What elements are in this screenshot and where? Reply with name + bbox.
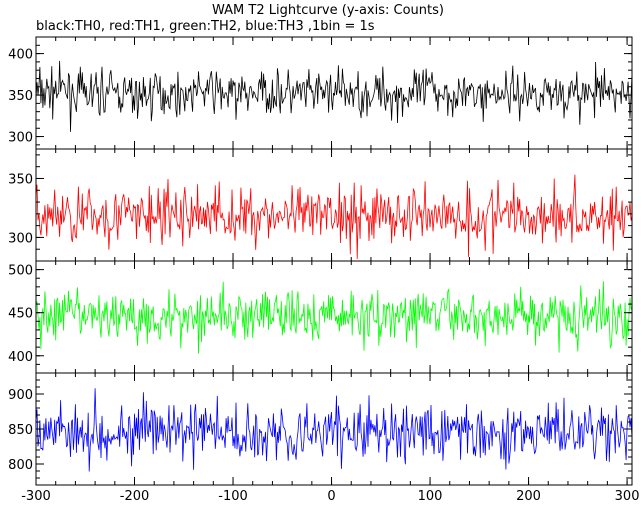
- x-tick-label: -300: [21, 489, 51, 504]
- y-tick-label: 500: [8, 264, 33, 279]
- y-tick-label: 300: [8, 231, 33, 246]
- y-tick-label: 800: [8, 458, 33, 473]
- x-tick-label: 0: [327, 489, 335, 504]
- panel-frame: [35, 36, 633, 150]
- panel-th1: 300 350: [8, 148, 633, 262]
- y-tick-label: 350: [8, 172, 33, 187]
- panels: 300 350 400 300 350 400 450 500 800 850 900: [8, 36, 633, 486]
- x-tick-label: -100: [218, 489, 248, 504]
- y-tick-label: 400: [8, 48, 33, 63]
- x-tick-label: -200: [120, 489, 150, 504]
- panel-th3: 800 850 900: [8, 372, 633, 486]
- chart-title: WAM T2 Lightcurve (y-axis: Counts): [212, 3, 444, 18]
- y-tick-label: 300: [8, 131, 33, 146]
- y-tick-label: 450: [8, 307, 33, 322]
- series-line-th3: [36, 388, 632, 472]
- y-tick-label: 400: [8, 350, 33, 365]
- x-tick-label: 100: [418, 489, 443, 504]
- x-tick-label: 200: [516, 489, 541, 504]
- x-tick-label: 300: [615, 489, 640, 504]
- y-tick-label: 350: [8, 89, 33, 104]
- panel-th2: 400 450 500: [8, 260, 633, 374]
- panel-frame: [35, 148, 633, 262]
- series-line-th2: [36, 281, 632, 354]
- panel-th0: 300 350 400: [8, 36, 633, 150]
- series-line-th1: [36, 174, 632, 260]
- y-tick-label: 850: [8, 423, 33, 438]
- chart-subtitle: black:TH0, red:TH1, green:TH2, blue:TH3 …: [36, 19, 375, 34]
- y-tick-label: 900: [8, 388, 33, 403]
- x-axis: -300 -200 -100 0 100 200 300: [21, 489, 639, 504]
- series-line-th0: [36, 60, 632, 132]
